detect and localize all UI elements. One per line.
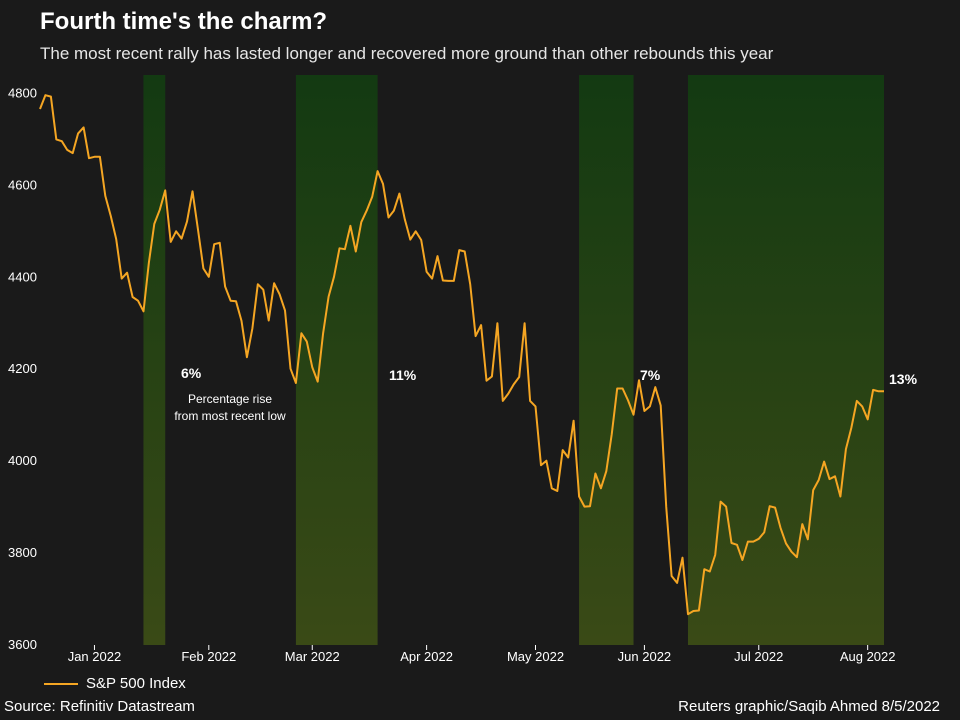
rally-band-2 bbox=[295, 75, 378, 645]
x-tick-label: Jun 2022 bbox=[618, 649, 672, 664]
y-tick-label: 4200 bbox=[8, 361, 37, 376]
rally-label-2: 11% bbox=[389, 367, 417, 383]
y-tick-label: 3600 bbox=[8, 637, 37, 652]
x-tick-label: Feb 2022 bbox=[181, 649, 236, 664]
rally-bands bbox=[143, 75, 884, 645]
chart-subtitle: The most recent rally has lasted longer … bbox=[40, 44, 774, 63]
x-tick-label: Jul 2022 bbox=[734, 649, 783, 664]
rally-label-4: 13% bbox=[889, 371, 918, 387]
y-tick-label: 4400 bbox=[8, 269, 37, 284]
legend-swatch bbox=[44, 682, 78, 685]
annotation-note: Percentage rise from most recent low bbox=[174, 392, 286, 423]
sp500-line bbox=[39, 94, 884, 616]
y-axis: 3600 3800 4000 4200 4400 4600 4800 bbox=[8, 85, 37, 652]
x-axis: Jan 2022 Feb 2022 Mar 2022 Apr 2022 May 2022… bbox=[68, 645, 896, 664]
x-tick-label: Jan 2022 bbox=[68, 649, 122, 664]
x-tick-label: Mar 2022 bbox=[285, 649, 340, 664]
legend-label: S&P 500 Index bbox=[86, 675, 186, 692]
source-note: Source: Refinitiv Datastream bbox=[4, 698, 195, 715]
rally-band-4 bbox=[687, 75, 884, 645]
annotations: 6% 11% 7% 13% Percentage rise from most recen… bbox=[174, 365, 917, 423]
chart-title: Fourth time's the charm? bbox=[40, 8, 328, 35]
rally-band-3 bbox=[579, 75, 634, 645]
legend: S&P 500 Index bbox=[44, 675, 186, 692]
x-tick-label: May 2022 bbox=[507, 649, 564, 664]
rally-label-3: 7% bbox=[640, 367, 661, 383]
y-tick-label: 4000 bbox=[8, 453, 37, 468]
rally-band-1 bbox=[143, 75, 166, 645]
x-tick-label: Apr 2022 bbox=[400, 649, 453, 664]
credit-note: Reuters graphic/Saqib Ahmed 8/5/2022 bbox=[678, 698, 940, 715]
y-tick-label: 4800 bbox=[8, 85, 37, 100]
y-tick-label: 3800 bbox=[8, 545, 37, 560]
y-tick-label: 4600 bbox=[8, 177, 37, 192]
x-tick-label: Aug 2022 bbox=[840, 649, 896, 664]
rally-label-1: 6% bbox=[181, 365, 202, 381]
